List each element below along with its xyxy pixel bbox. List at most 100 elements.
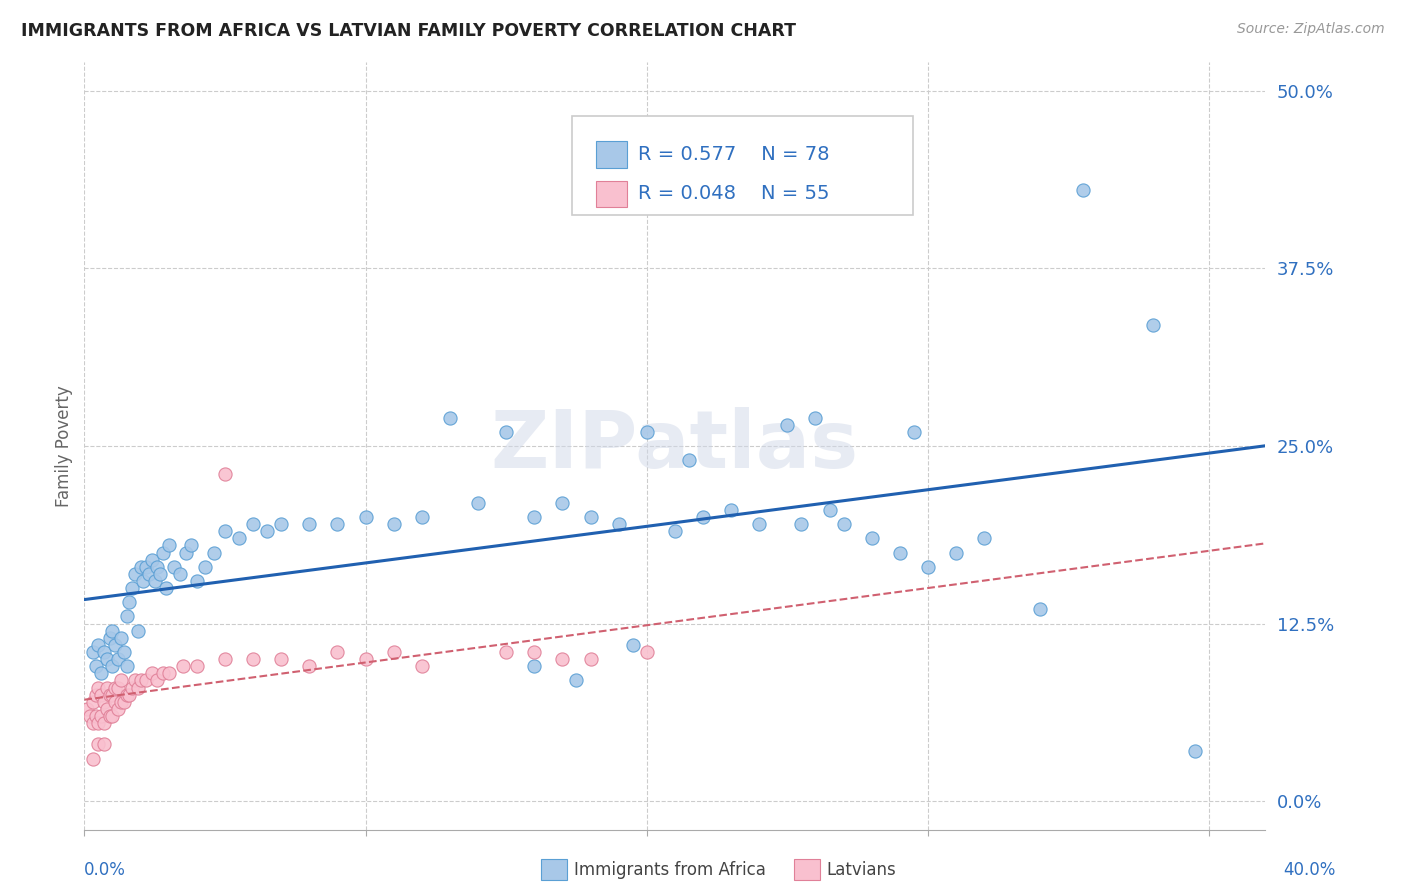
Point <box>98 709 121 723</box>
Point <box>1184 744 1206 758</box>
Point <box>186 659 208 673</box>
FancyBboxPatch shape <box>596 141 627 168</box>
Point <box>104 681 127 695</box>
Point <box>214 652 236 666</box>
Point <box>298 517 321 532</box>
Point <box>860 532 883 546</box>
Point <box>692 510 714 524</box>
Point <box>214 524 236 539</box>
Point <box>551 652 574 666</box>
Point <box>172 659 194 673</box>
Point <box>124 566 146 581</box>
Point <box>104 638 127 652</box>
Point <box>110 695 132 709</box>
Point <box>124 673 146 688</box>
Point <box>90 709 112 723</box>
Point <box>411 510 433 524</box>
Point <box>146 559 169 574</box>
Point <box>121 581 143 595</box>
Point <box>93 716 115 731</box>
Point <box>101 688 124 702</box>
Point <box>87 638 110 652</box>
Point <box>104 695 127 709</box>
Point <box>118 688 141 702</box>
Point <box>579 510 602 524</box>
Text: Source: ZipAtlas.com: Source: ZipAtlas.com <box>1237 22 1385 37</box>
Point <box>169 566 191 581</box>
Point <box>127 624 149 638</box>
Point <box>84 659 107 673</box>
Point <box>326 645 349 659</box>
Point <box>129 673 152 688</box>
Point <box>720 503 742 517</box>
FancyBboxPatch shape <box>572 116 912 215</box>
Point <box>621 638 644 652</box>
Point <box>523 659 546 673</box>
Text: Latvians: Latvians <box>827 861 897 879</box>
Point <box>90 688 112 702</box>
Point <box>143 574 166 588</box>
Point <box>636 425 658 439</box>
Point <box>141 552 163 566</box>
Point <box>382 645 405 659</box>
Point <box>87 681 110 695</box>
Point <box>146 673 169 688</box>
Point <box>112 695 135 709</box>
Point <box>110 673 132 688</box>
Point <box>115 609 138 624</box>
Point <box>82 645 104 659</box>
Point <box>101 659 124 673</box>
Point <box>115 659 138 673</box>
Point <box>180 538 202 552</box>
Text: Immigrants from Africa: Immigrants from Africa <box>574 861 765 879</box>
Point <box>382 517 405 532</box>
Point <box>135 673 157 688</box>
Point <box>87 737 110 751</box>
Point <box>242 517 264 532</box>
Point <box>579 652 602 666</box>
Point <box>636 645 658 659</box>
FancyBboxPatch shape <box>541 859 567 880</box>
Point <box>551 496 574 510</box>
Point <box>135 559 157 574</box>
Point <box>76 702 98 716</box>
Point <box>270 517 292 532</box>
Point <box>149 566 172 581</box>
Point <box>115 688 138 702</box>
Point <box>84 709 107 723</box>
Text: R = 0.048    N = 55: R = 0.048 N = 55 <box>638 185 830 203</box>
Point <box>112 645 135 659</box>
Point <box>917 559 939 574</box>
Point <box>903 425 925 439</box>
Point <box>818 503 841 517</box>
Point <box>79 709 101 723</box>
Point <box>93 695 115 709</box>
Point <box>354 652 377 666</box>
Point <box>354 510 377 524</box>
Point <box>973 532 995 546</box>
Point <box>101 624 124 638</box>
Point <box>121 681 143 695</box>
Text: ZIPatlas: ZIPatlas <box>491 407 859 485</box>
Point <box>194 559 217 574</box>
Point <box>127 681 149 695</box>
Text: R = 0.577    N = 78: R = 0.577 N = 78 <box>638 145 830 164</box>
Text: IMMIGRANTS FROM AFRICA VS LATVIAN FAMILY POVERTY CORRELATION CHART: IMMIGRANTS FROM AFRICA VS LATVIAN FAMILY… <box>21 22 796 40</box>
Point <box>93 737 115 751</box>
Point <box>298 659 321 673</box>
Point <box>228 532 250 546</box>
Point <box>118 595 141 609</box>
Point <box>678 453 700 467</box>
Text: 0.0%: 0.0% <box>84 861 127 879</box>
Point <box>523 645 546 659</box>
Y-axis label: Family Poverty: Family Poverty <box>55 385 73 507</box>
Point <box>129 559 152 574</box>
Point <box>157 666 180 681</box>
Point <box>202 545 225 559</box>
Point <box>96 702 118 716</box>
Point <box>832 517 855 532</box>
Point <box>155 581 177 595</box>
Point <box>214 467 236 482</box>
Point <box>242 652 264 666</box>
Point <box>110 631 132 645</box>
